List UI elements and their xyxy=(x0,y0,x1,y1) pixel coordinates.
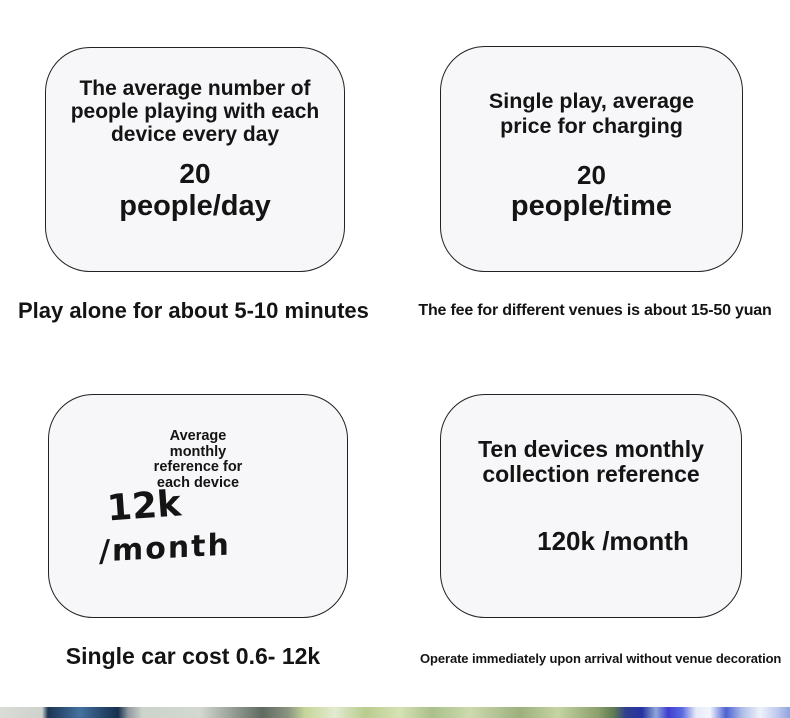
card-caption-avg-players: Play alone for about 5-10 minutes xyxy=(18,298,369,323)
card-unit: people/day xyxy=(119,190,271,222)
photo-strip xyxy=(0,707,790,718)
card-title: Ten devices monthly collection reference xyxy=(478,436,704,487)
stat-card-single-play-price: Single play, average price for charging … xyxy=(440,46,743,272)
card-caption-monthly-per-device: Single car cost 0.6- 12k xyxy=(65,643,321,669)
stat-card-avg-players: The average number of people playing wit… xyxy=(45,47,345,272)
card-unit: people/time xyxy=(510,190,673,222)
card-value: 20 xyxy=(577,160,606,190)
stat-card-ten-devices-monthly: Ten devices monthly collection reference… xyxy=(440,394,742,618)
card-title: Single play, average price for charging xyxy=(488,89,695,138)
stat-card-monthly-per-device: Average monthly reference for each devic… xyxy=(48,394,348,618)
card-title: Average monthly reference for each devic… xyxy=(153,428,243,491)
card-title: The average number of people playing wit… xyxy=(70,77,320,146)
card-unit-handwritten: /month xyxy=(99,527,231,570)
card-caption-single-play-price: The fee for different venues is about 15… xyxy=(418,302,772,319)
card-value: 20 xyxy=(179,158,211,189)
card-caption-ten-devices-monthly: Operate immediately upon arrival without… xyxy=(420,651,782,666)
card-value-handwritten: 12k xyxy=(105,483,183,530)
card-value: 120k /month xyxy=(537,526,689,556)
